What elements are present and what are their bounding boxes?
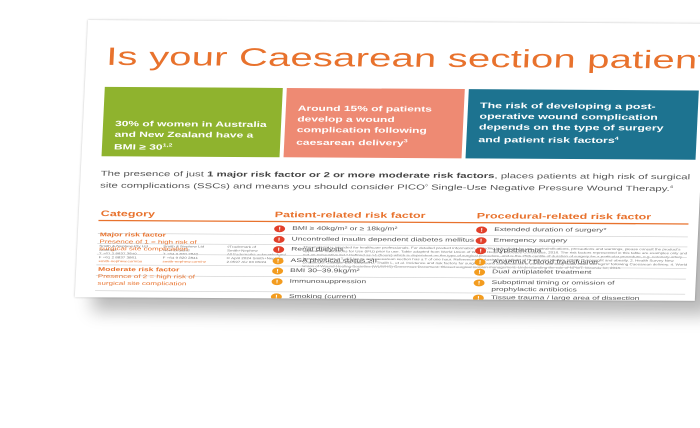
procedural-risk-row-label: Emergency surgery xyxy=(493,236,568,244)
procedural-risk-row-label: Extended duration of surgery* xyxy=(494,225,607,233)
stat-complication-text: Around 15% of patients develop a wound c… xyxy=(296,103,433,148)
alert-icon: ! xyxy=(272,257,284,265)
col-header-procedural: Procedural-related risk factor xyxy=(476,211,652,222)
procedural-risk-row-label: Tissue trauma / large area of dissection… xyxy=(490,293,640,301)
patient-risk-row-label: Renal dialysis xyxy=(291,245,344,253)
alert-icon: ! xyxy=(271,277,283,285)
stat-bmi-text: 30% of women in Australia and New Zealan… xyxy=(113,119,267,152)
patient-risk-row-label: BMI ≥ 40kg/m² or ≥ 18kg/m² xyxy=(292,224,398,232)
procedural-risk-row-label: Suboptimal timing or omission of prophyl… xyxy=(491,278,615,293)
category-major-title: Major risk factor xyxy=(99,231,167,238)
alert-icon: ! xyxy=(273,225,286,233)
footer-au-link[interactable]: smith-nephew.com/au xyxy=(98,259,143,263)
alert-icon: ! xyxy=(472,294,485,301)
stat-box-complication: Around 15% of patients develop a wound c… xyxy=(283,87,465,159)
stat-box-bmi: 30% of women in Australia and New Zealan… xyxy=(101,86,283,158)
category-moderate-title: Moderate risk factor xyxy=(98,265,180,273)
patient-risk-row-label: Uncontrolled insulin dependent diabetes … xyxy=(291,235,475,243)
alert-icon: ! xyxy=(271,267,284,275)
alert-icon: ! xyxy=(475,236,487,244)
stat-complication-ref: 3 xyxy=(403,139,408,144)
col-header-category: Category xyxy=(100,209,156,219)
stat-bmi-ref: 1,2 xyxy=(162,143,173,148)
intro-paragraph: The presence of just 1 major risk factor… xyxy=(100,169,691,194)
alert-icon: ! xyxy=(473,268,486,276)
alert-icon: ! xyxy=(475,226,488,234)
category-major-subtitle: Presence of 1 = high risk of surgical si… xyxy=(98,238,197,252)
procedural-risk-row-label: Dual antiplatelet treatment xyxy=(492,268,592,276)
patient-risk-row-label: Immunosuppression xyxy=(289,277,367,285)
stat-risk-ref: 4 xyxy=(614,136,619,142)
procedural-risk-row-label: Anaemia / blood transfusion xyxy=(492,257,599,265)
risk-table xyxy=(88,20,700,24)
intro-bold: 1 major risk factor or 2 or more moderat… xyxy=(206,170,495,180)
alert-icon: ! xyxy=(273,235,285,243)
alert-icon: ! xyxy=(473,279,485,287)
intro-tail: Single-Use Negative Pressure Wound Thera… xyxy=(427,183,670,193)
patient-risk-row-label: BMI 30–39.9kg/m² xyxy=(290,266,360,274)
intro-ref: 4 xyxy=(669,185,674,190)
page-title: Is your Caesarean section patient at ris… xyxy=(105,42,700,75)
col-header-patient: Patient-related risk factor xyxy=(274,210,426,220)
footer-nz-link[interactable]: smith-nephew.com/nz xyxy=(162,259,207,264)
stat-box-risk: The risk of developing a post-operative … xyxy=(465,89,699,160)
category-moderate-subtitle: Presence of 2 = high risk of surgical si… xyxy=(97,273,196,287)
procedural-risk-row-label: Hypothermia xyxy=(493,246,542,254)
alert-icon: ! xyxy=(474,258,486,266)
patient-risk-row-label: Smoking (current) xyxy=(288,292,357,300)
stat-risk-text: The risk of developing a post-operative … xyxy=(478,101,664,145)
patient-risk-row-label: ASA physical status ≥II xyxy=(290,256,378,264)
intro-lead: The presence of just xyxy=(100,170,208,179)
alert-icon: ! xyxy=(270,293,283,301)
leaflet-page: Is your Caesarean section patient at ris… xyxy=(74,20,700,301)
